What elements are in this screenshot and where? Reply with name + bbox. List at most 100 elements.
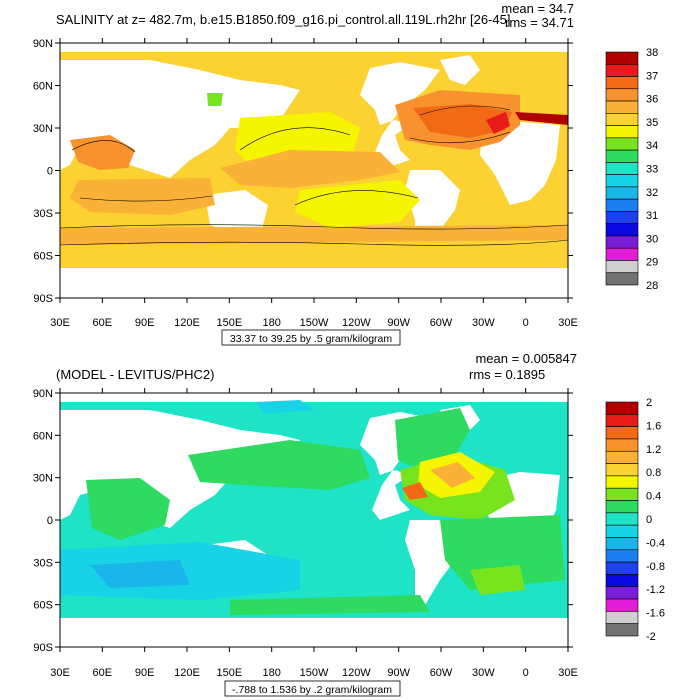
colorbar-swatch <box>605 125 639 139</box>
x-tick-label: 30E <box>558 667 578 679</box>
colorbar-swatch <box>605 450 639 464</box>
y-tick-label: 60S <box>33 600 53 612</box>
y-tick-label: 30N <box>33 123 53 135</box>
colorbar-swatch <box>605 63 639 77</box>
x-tick-label: 120W <box>342 317 371 329</box>
difference-panel: (MODEL - LEVITUS/PHC2) mean = 0.005847 r… <box>33 351 665 697</box>
y-tick-label: 60N <box>33 81 53 93</box>
x-tick-label: 30E <box>558 317 578 329</box>
colorbar-label: 1.6 <box>646 420 661 432</box>
y-tick-label: 30S <box>33 557 53 569</box>
panel2-y-ticks: 90N 60N 30N 0 30S 60S 90S <box>33 388 573 654</box>
x-tick-label: 150W <box>300 667 329 679</box>
colorbar-swatch <box>605 235 639 249</box>
y-tick-label: 0 <box>47 515 53 527</box>
colorbar-swatch <box>605 623 639 637</box>
x-tick-label: 90E <box>135 667 155 679</box>
colorbar-swatch <box>605 549 639 563</box>
y-tick-label: 60S <box>33 251 53 263</box>
panel2-mean: mean = 0.005847 <box>475 351 577 366</box>
colorbar-swatch <box>605 100 639 114</box>
colorbar-swatch <box>605 51 639 65</box>
x-tick-label: 60W <box>430 667 453 679</box>
x-tick-label: 30E <box>50 317 70 329</box>
colorbar-swatch <box>605 438 639 452</box>
colorbar-label: 33 <box>646 164 658 176</box>
x-tick-label: 180 <box>262 317 280 329</box>
panel1-title: SALINITY at z= 482.7m, b.e15.B1850.f09_g… <box>56 12 510 27</box>
colorbar-label: 28 <box>646 280 658 292</box>
panel2-map <box>60 393 568 647</box>
colorbar-label: 32 <box>646 187 658 199</box>
colorbar-label: -0.4 <box>646 537 665 549</box>
x-tick-label: 60E <box>93 317 113 329</box>
panel2-rms: rms = 0.1895 <box>469 367 545 382</box>
x-tick-label: 30W <box>472 667 495 679</box>
colorbar-label: 0.4 <box>646 491 661 503</box>
colorbar-label: 2 <box>646 397 652 409</box>
y-tick-label: 0 <box>47 166 53 178</box>
colorbar-swatch <box>605 537 639 551</box>
colorbar-label: 36 <box>646 94 658 106</box>
x-tick-label: 30W <box>472 317 495 329</box>
colorbar-swatch <box>605 586 639 600</box>
colorbar-label: 0 <box>646 514 652 526</box>
y-tick-label: 30S <box>33 208 53 220</box>
colorbar-label: -2 <box>646 631 656 643</box>
colorbar-label: 29 <box>646 257 658 269</box>
colorbar-label: -0.8 <box>646 561 665 573</box>
y-tick-label: 90N <box>33 38 53 50</box>
panel1-x-ticks: 30E 60E 90E 120E 150E 180 150W 120W 90W 60W 30W 0 30… <box>50 38 578 329</box>
colorbar-swatch <box>605 149 639 163</box>
y-tick-label: 60N <box>33 430 53 442</box>
colorbar-swatch <box>605 414 639 427</box>
colorbar-swatch <box>605 401 639 415</box>
colorbar-swatch <box>605 198 639 212</box>
panel1-map <box>60 43 568 298</box>
salinity-panel: SALINITY at z= 482.7m, b.e15.B1850.f09_g… <box>33 1 658 346</box>
colorbar-label: 30 <box>646 233 658 245</box>
colorbar-label: 1.2 <box>646 444 661 456</box>
panel1-rms: rms = 34.71 <box>505 15 574 30</box>
colorbar-swatch <box>605 88 639 102</box>
colorbar-label: 0.8 <box>646 467 661 479</box>
y-tick-label: 90S <box>33 642 53 654</box>
colorbar-swatch <box>605 611 639 624</box>
x-tick-label: 0 <box>523 667 529 679</box>
colorbar-label: 35 <box>646 117 658 129</box>
x-tick-label: 120W <box>342 667 371 679</box>
colorbar-swatch <box>605 137 639 151</box>
colorbar-swatch <box>605 162 639 175</box>
colorbar-swatch <box>605 260 639 274</box>
y-tick-label: 30N <box>33 473 53 485</box>
colorbar-swatch <box>605 247 639 261</box>
colorbar-swatch <box>605 500 639 514</box>
colorbar-swatch <box>605 512 639 526</box>
y-tick-label: 90S <box>33 293 53 305</box>
x-tick-label: 90E <box>135 317 155 329</box>
x-tick-label: 60E <box>93 667 113 679</box>
colorbar-swatch <box>605 272 639 286</box>
x-tick-label: 150E <box>216 667 242 679</box>
x-tick-label: 0 <box>523 317 529 329</box>
x-tick-label: 90W <box>387 667 410 679</box>
colorbar-label: -1.2 <box>646 584 665 596</box>
x-tick-label: 150W <box>300 317 329 329</box>
panel1-contour-info: 33.37 to 39.25 by .5 gram/kilogram <box>221 329 401 346</box>
x-tick-label: 120E <box>174 317 200 329</box>
colorbar-swatch <box>605 574 639 588</box>
colorbar-swatch <box>605 475 639 489</box>
colorbar-swatch <box>605 174 639 188</box>
colorbar-label: 31 <box>646 210 658 222</box>
x-tick-label: 90W <box>387 317 410 329</box>
x-tick-label: 30E <box>50 667 70 679</box>
colorbar-swatch <box>605 223 639 237</box>
x-tick-label: 60W <box>430 317 453 329</box>
panel2-contour-info-text: -.788 to 1.536 by .2 gram/kilogram <box>232 684 392 696</box>
colorbar-label: 34 <box>646 140 658 152</box>
colorbar-swatch <box>605 186 639 200</box>
colorbar-swatch <box>605 487 639 501</box>
colorbar-swatch <box>605 426 639 440</box>
panel1-contour-info-text: 33.37 to 39.25 by .5 gram/kilogram <box>230 333 393 345</box>
